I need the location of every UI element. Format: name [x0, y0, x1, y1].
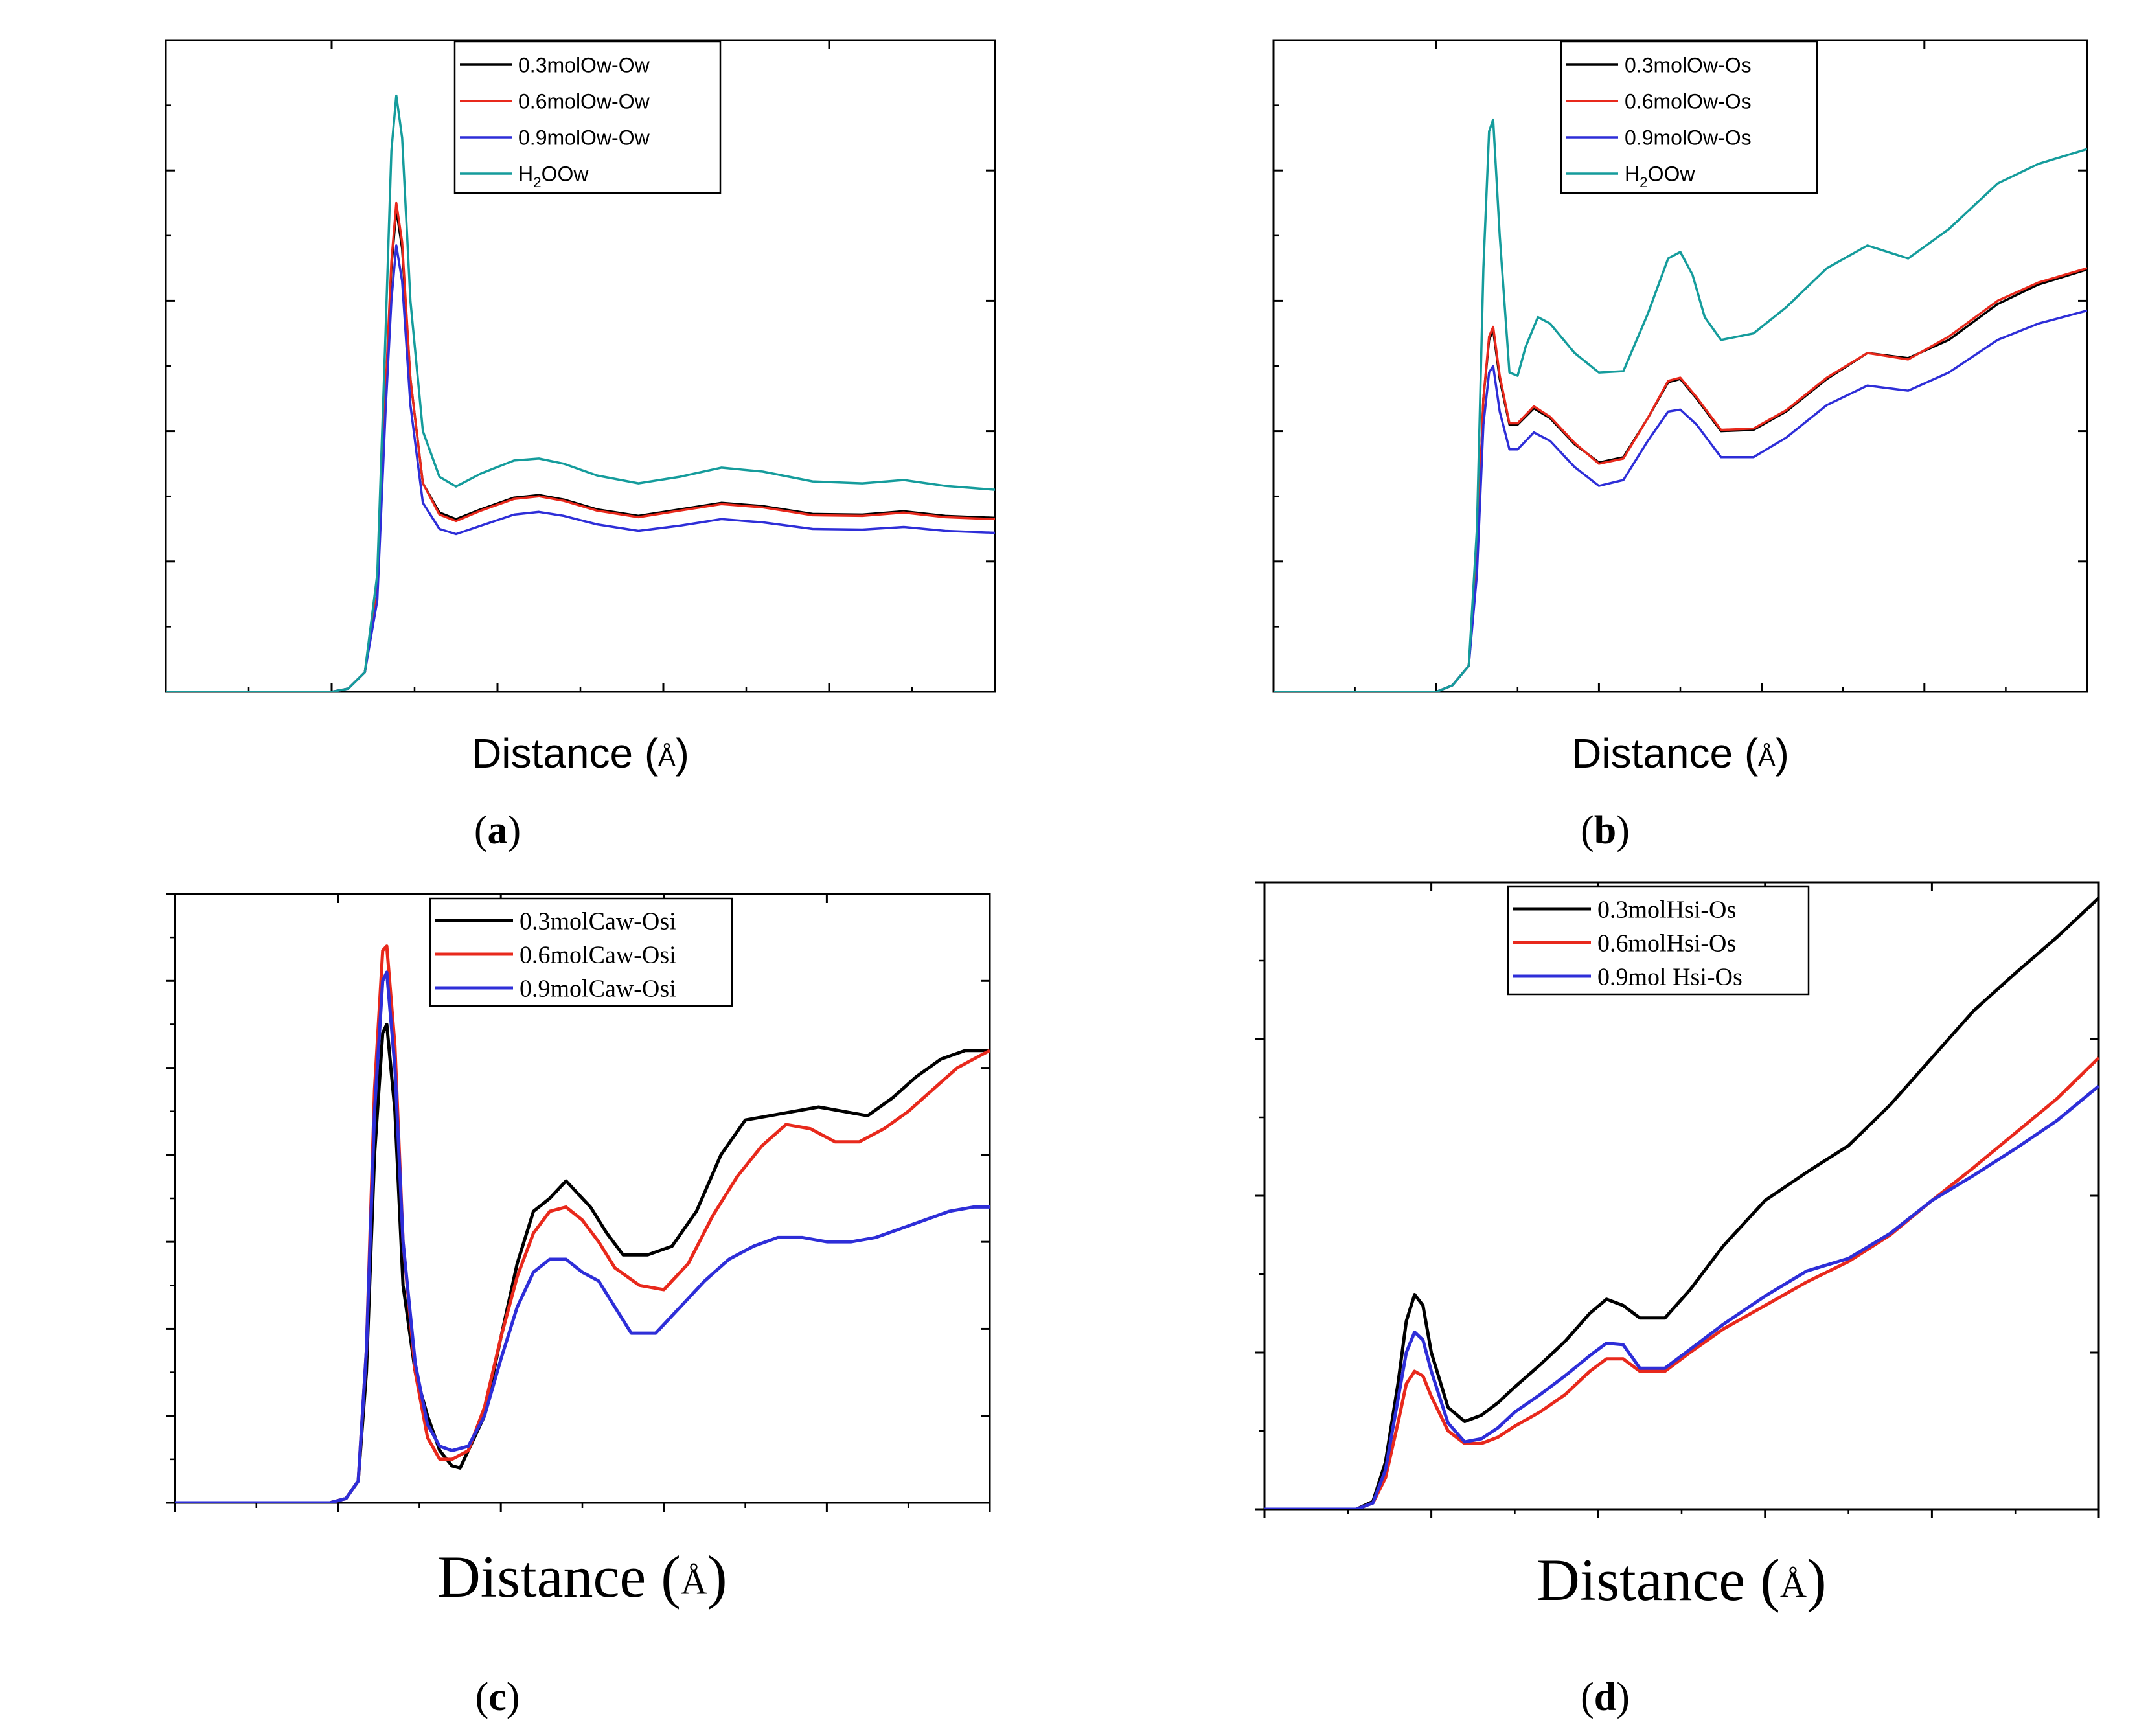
series-line-H2OOw — [1274, 118, 2087, 692]
caption-paren: ) — [507, 1675, 520, 1719]
x-axis-label-unit: Å — [658, 743, 676, 771]
x-axis-label: Distance (Å) — [472, 730, 689, 777]
x-axis-label: Distance (Å) — [437, 1544, 727, 1610]
chart-panel-c: 0.3molCaw-Osi 0.6molCaw-Osi 0.9molCaw-Osi D… — [166, 893, 991, 1719]
caption-paren: ( — [475, 1675, 489, 1719]
legend-label-subscript: 2 — [1640, 174, 1647, 190]
legend-label: H2OOw — [1625, 163, 1695, 191]
x-axis-label-text: Distance ( — [472, 730, 658, 777]
series-line-0.3molOw-Os — [1274, 268, 2087, 692]
x-axis-label-unit: Å — [681, 1561, 707, 1602]
series-line-0.6molCaw-Osi — [175, 944, 990, 1503]
x-axis-label-unit: Å — [1758, 743, 1776, 771]
legend-label: 0.3molOw-Os — [1625, 54, 1752, 77]
series-line-0.3molOw-Ow — [166, 208, 995, 692]
legend-label-part: OOw — [542, 163, 589, 186]
series-line-0.9molOw-Os — [1274, 309, 2087, 692]
x-axis-label-text: ) — [1807, 1547, 1827, 1613]
legend-label-subscript: 2 — [533, 174, 541, 190]
caption-letter: a — [488, 808, 508, 852]
caption-paren: ) — [1616, 808, 1630, 852]
x-axis-label-text: Distance ( — [1571, 730, 1758, 777]
panel-caption: (a) — [474, 808, 521, 852]
series-line-0.9molCaw-Osi — [175, 970, 990, 1503]
legend-label-part: OOw — [1648, 163, 1696, 186]
panel-caption: (d) — [1581, 1675, 1630, 1719]
x-axis-label-text: ) — [676, 730, 689, 777]
legend-label: 0.3molOw-Ow — [518, 54, 650, 77]
legend-label: 0.6molCaw-Osi — [520, 942, 676, 969]
chart-panel-a: 0.3molOw-Ow 0.6molOw-Ow 0.9molOw-Ow H2OOw Di… — [165, 39, 996, 852]
legend-label: 0.3molHsi-Os — [1597, 897, 1736, 924]
x-axis-label-text: Distance ( — [437, 1544, 681, 1610]
legend-label: H2OOw — [518, 163, 589, 191]
legend-box — [1560, 40, 1818, 194]
series-line-H2OOw — [166, 94, 995, 692]
panel-caption: (b) — [1581, 808, 1630, 852]
x-axis-label-text: ) — [707, 1544, 727, 1610]
legend-label: 0.9mol Hsi-Os — [1597, 964, 1743, 991]
legend-label: 0.9molOw-Ow — [518, 126, 650, 150]
legend-label: 0.6molOw-Ow — [518, 90, 650, 113]
caption-paren: ) — [508, 808, 521, 852]
x-axis-label-unit: Å — [1780, 1564, 1807, 1605]
x-axis-label-text: ) — [1776, 730, 1789, 777]
legend-label: 0.6molOw-Os — [1625, 90, 1752, 113]
legend-label: 0.9molCaw-Osi — [520, 976, 676, 1003]
legend-box — [453, 40, 722, 194]
panel-caption: (c) — [475, 1675, 520, 1719]
caption-paren: ( — [474, 808, 488, 852]
series-line-0.9molOw-Ow — [166, 244, 995, 692]
legend-label-part: H — [1625, 163, 1640, 186]
chart-panel-d: 0.3molHsi-Os 0.6molHsi-Os 0.9mol Hsi-Os Dis… — [1255, 881, 2100, 1719]
caption-paren: ( — [1581, 1675, 1594, 1719]
chart-panel-b: 0.3molOw-Os 0.6molOw-Os 0.9molOw-Os H2OOw Di… — [1272, 39, 2088, 852]
series-line-0.3molHsi-Os — [1264, 897, 2099, 1509]
legend-label: 0.9molOw-Os — [1625, 126, 1752, 150]
caption-letter: c — [488, 1675, 507, 1719]
legend-label: 0.3molCaw-Osi — [520, 908, 676, 935]
caption-paren: ( — [1581, 808, 1594, 852]
series-line-0.3molCaw-Osi — [175, 1022, 990, 1503]
series-line-0.9mol-Hsi-Os — [1264, 1084, 2099, 1509]
series-line-0.6molOw-Ow — [166, 201, 995, 692]
caption-letter: d — [1594, 1675, 1616, 1719]
legend-label: 0.6molHsi-Os — [1597, 930, 1736, 957]
x-axis-label: Distance (Å) — [1571, 730, 1789, 777]
caption-paren: ) — [1616, 1675, 1630, 1719]
x-axis-label: Distance (Å) — [1537, 1547, 1826, 1613]
x-axis-label-text: Distance ( — [1537, 1547, 1780, 1613]
series-line-0.6molOw-Os — [1274, 267, 2087, 692]
legend-label-part: H — [518, 163, 533, 186]
caption-letter: b — [1594, 808, 1616, 852]
